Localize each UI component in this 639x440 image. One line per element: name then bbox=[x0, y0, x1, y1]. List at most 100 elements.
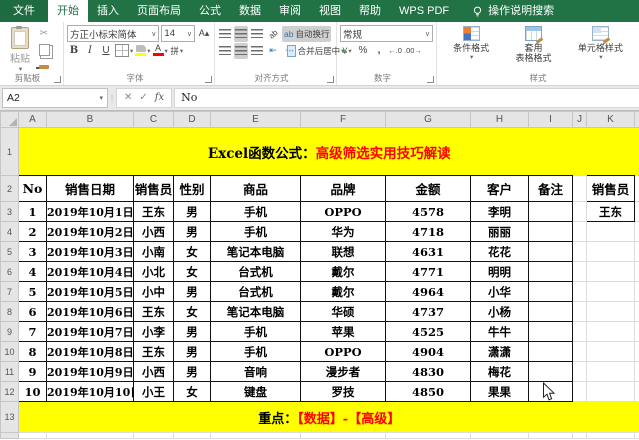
conditional-formatting-button[interactable]: 条件格式 ▾ bbox=[449, 25, 493, 64]
confirm-entry-button[interactable]: ✓ bbox=[139, 92, 148, 103]
data-cell[interactable]: 2019年10月1日 bbox=[46, 201, 134, 222]
cell-empty[interactable] bbox=[210, 432, 301, 439]
data-cell[interactable]: 男 bbox=[173, 201, 211, 222]
data-cell[interactable]: 小中 bbox=[133, 281, 174, 302]
header-cell[interactable]: 品牌 bbox=[300, 175, 386, 202]
header-cell[interactable]: 客户 bbox=[470, 175, 529, 202]
remark-cell[interactable] bbox=[528, 221, 573, 242]
cell-empty[interactable] bbox=[572, 381, 587, 402]
font-size-combo[interactable]: 14 ∨ bbox=[161, 25, 195, 42]
data-cell[interactable]: 潇潇 bbox=[470, 341, 529, 362]
column-header-extra[interactable] bbox=[634, 111, 639, 128]
cell-empty[interactable] bbox=[634, 241, 639, 262]
data-cell[interactable]: 女 bbox=[173, 241, 211, 262]
tell-me-search[interactable]: 操作说明搜索 bbox=[472, 0, 554, 22]
data-cell[interactable]: 果果 bbox=[470, 381, 529, 402]
data-cell[interactable]: 男 bbox=[173, 361, 211, 382]
borders-button[interactable]: ▾ bbox=[115, 43, 133, 59]
align-center-button[interactable] bbox=[234, 42, 248, 59]
insert-function-button[interactable]: fx bbox=[154, 92, 165, 103]
cell-empty[interactable] bbox=[634, 381, 639, 402]
cell-empty[interactable] bbox=[572, 301, 587, 322]
data-cell[interactable]: 联想 bbox=[300, 241, 386, 262]
data-cell[interactable]: 1 bbox=[18, 201, 47, 222]
data-cell[interactable]: 笔记本电脑 bbox=[210, 301, 301, 322]
cell-empty[interactable] bbox=[586, 341, 635, 362]
data-cell[interactable]: OPPO bbox=[300, 341, 386, 362]
data-cell[interactable]: 小李 bbox=[133, 321, 174, 342]
data-cell[interactable]: 丽丽 bbox=[470, 221, 529, 242]
cell-empty[interactable] bbox=[572, 432, 587, 439]
data-cell[interactable]: 9 bbox=[18, 361, 47, 382]
data-cell[interactable]: 王东 bbox=[133, 301, 174, 322]
increase-decimal-button[interactable]: ←.0 bbox=[388, 46, 402, 55]
data-cell[interactable]: 男 bbox=[173, 281, 211, 302]
number-dialog-launcher[interactable] bbox=[427, 76, 434, 83]
cell-empty[interactable] bbox=[586, 321, 635, 342]
row-header-13[interactable]: 13 bbox=[0, 401, 19, 433]
cell-empty[interactable] bbox=[634, 341, 639, 362]
data-cell[interactable]: 台式机 bbox=[210, 261, 301, 282]
data-cell[interactable]: 4737 bbox=[385, 301, 471, 322]
data-cell[interactable]: 小华 bbox=[470, 281, 529, 302]
cell-empty[interactable] bbox=[572, 361, 587, 382]
data-cell[interactable]: 2019年10月2日 bbox=[46, 221, 134, 242]
column-header-D[interactable]: D bbox=[173, 111, 211, 128]
data-cell[interactable]: 小西 bbox=[133, 221, 174, 242]
select-all-button[interactable] bbox=[0, 111, 19, 128]
column-header-H[interactable]: H bbox=[470, 111, 529, 128]
paste-button[interactable]: 粘贴 ▾ bbox=[3, 25, 37, 75]
column-header-B[interactable]: B bbox=[46, 111, 134, 128]
data-cell[interactable]: 女 bbox=[173, 381, 211, 402]
row-header-2[interactable]: 2 bbox=[0, 175, 19, 202]
phonetic-guide-button[interactable]: 拼 ▾ bbox=[170, 45, 184, 56]
cut-button[interactable]: ✂ bbox=[39, 27, 49, 39]
font-dialog-launcher[interactable] bbox=[205, 76, 212, 83]
data-cell[interactable]: 7 bbox=[18, 321, 47, 342]
data-cell[interactable]: 小西 bbox=[133, 361, 174, 382]
format-as-table-button[interactable]: 套用 表格格式 bbox=[511, 25, 555, 64]
middle-align-button[interactable] bbox=[234, 25, 248, 42]
data-cell[interactable]: 小杨 bbox=[470, 301, 529, 322]
data-cell[interactable]: 2019年10月10日 bbox=[46, 381, 134, 402]
comma-style-button[interactable]: , bbox=[377, 45, 381, 56]
data-cell[interactable]: 李明 bbox=[470, 201, 529, 222]
tab-page-layout[interactable]: 页面布局 bbox=[137, 5, 181, 17]
cell-empty[interactable] bbox=[586, 261, 635, 282]
footer-cell[interactable]: 重点：【数据】-【高级】 bbox=[18, 401, 639, 433]
data-cell[interactable]: 小北 bbox=[133, 261, 174, 282]
bottom-align-button[interactable] bbox=[250, 26, 264, 42]
row-header-9[interactable]: 9 bbox=[0, 321, 19, 342]
data-cell[interactable]: 小南 bbox=[133, 241, 174, 262]
cell-empty[interactable] bbox=[634, 361, 639, 382]
data-cell[interactable]: 男 bbox=[173, 341, 211, 362]
data-cell[interactable]: 4578 bbox=[385, 201, 471, 222]
remark-cell[interactable] bbox=[528, 361, 573, 382]
cell-empty[interactable] bbox=[300, 432, 386, 439]
header-cell[interactable]: 商品 bbox=[210, 175, 301, 202]
data-cell[interactable]: 4850 bbox=[385, 381, 471, 402]
cell-empty[interactable] bbox=[634, 261, 639, 282]
row-header-7[interactable]: 7 bbox=[0, 281, 19, 302]
accounting-format-button[interactable]: ¥ ▾ bbox=[342, 45, 352, 56]
criteria-header-cell[interactable]: 销售员 bbox=[586, 175, 635, 202]
column-header-K[interactable]: K bbox=[586, 111, 635, 128]
cell-empty[interactable] bbox=[586, 432, 635, 439]
name-box[interactable]: A2 ▾ bbox=[2, 87, 108, 108]
cell-empty[interactable] bbox=[572, 221, 587, 242]
cell-empty[interactable] bbox=[572, 261, 587, 282]
data-cell[interactable]: 戴尔 bbox=[300, 281, 386, 302]
cell-empty[interactable] bbox=[586, 301, 635, 322]
cell-empty[interactable] bbox=[634, 201, 639, 222]
tab-insert[interactable]: 插入 bbox=[97, 5, 119, 17]
data-cell[interactable]: 8 bbox=[18, 341, 47, 362]
fill-color-button[interactable]: ▾ bbox=[135, 43, 151, 59]
column-header-F[interactable]: F bbox=[300, 111, 386, 128]
grow-font-button[interactable]: A▴ bbox=[198, 28, 210, 38]
data-cell[interactable]: 2019年10月7日 bbox=[46, 321, 134, 342]
data-cell[interactable]: 4 bbox=[18, 261, 47, 282]
data-cell[interactable]: 华为 bbox=[300, 221, 386, 242]
remark-cell[interactable] bbox=[528, 201, 573, 222]
remark-cell[interactable] bbox=[528, 241, 573, 262]
cell-empty[interactable] bbox=[586, 281, 635, 302]
